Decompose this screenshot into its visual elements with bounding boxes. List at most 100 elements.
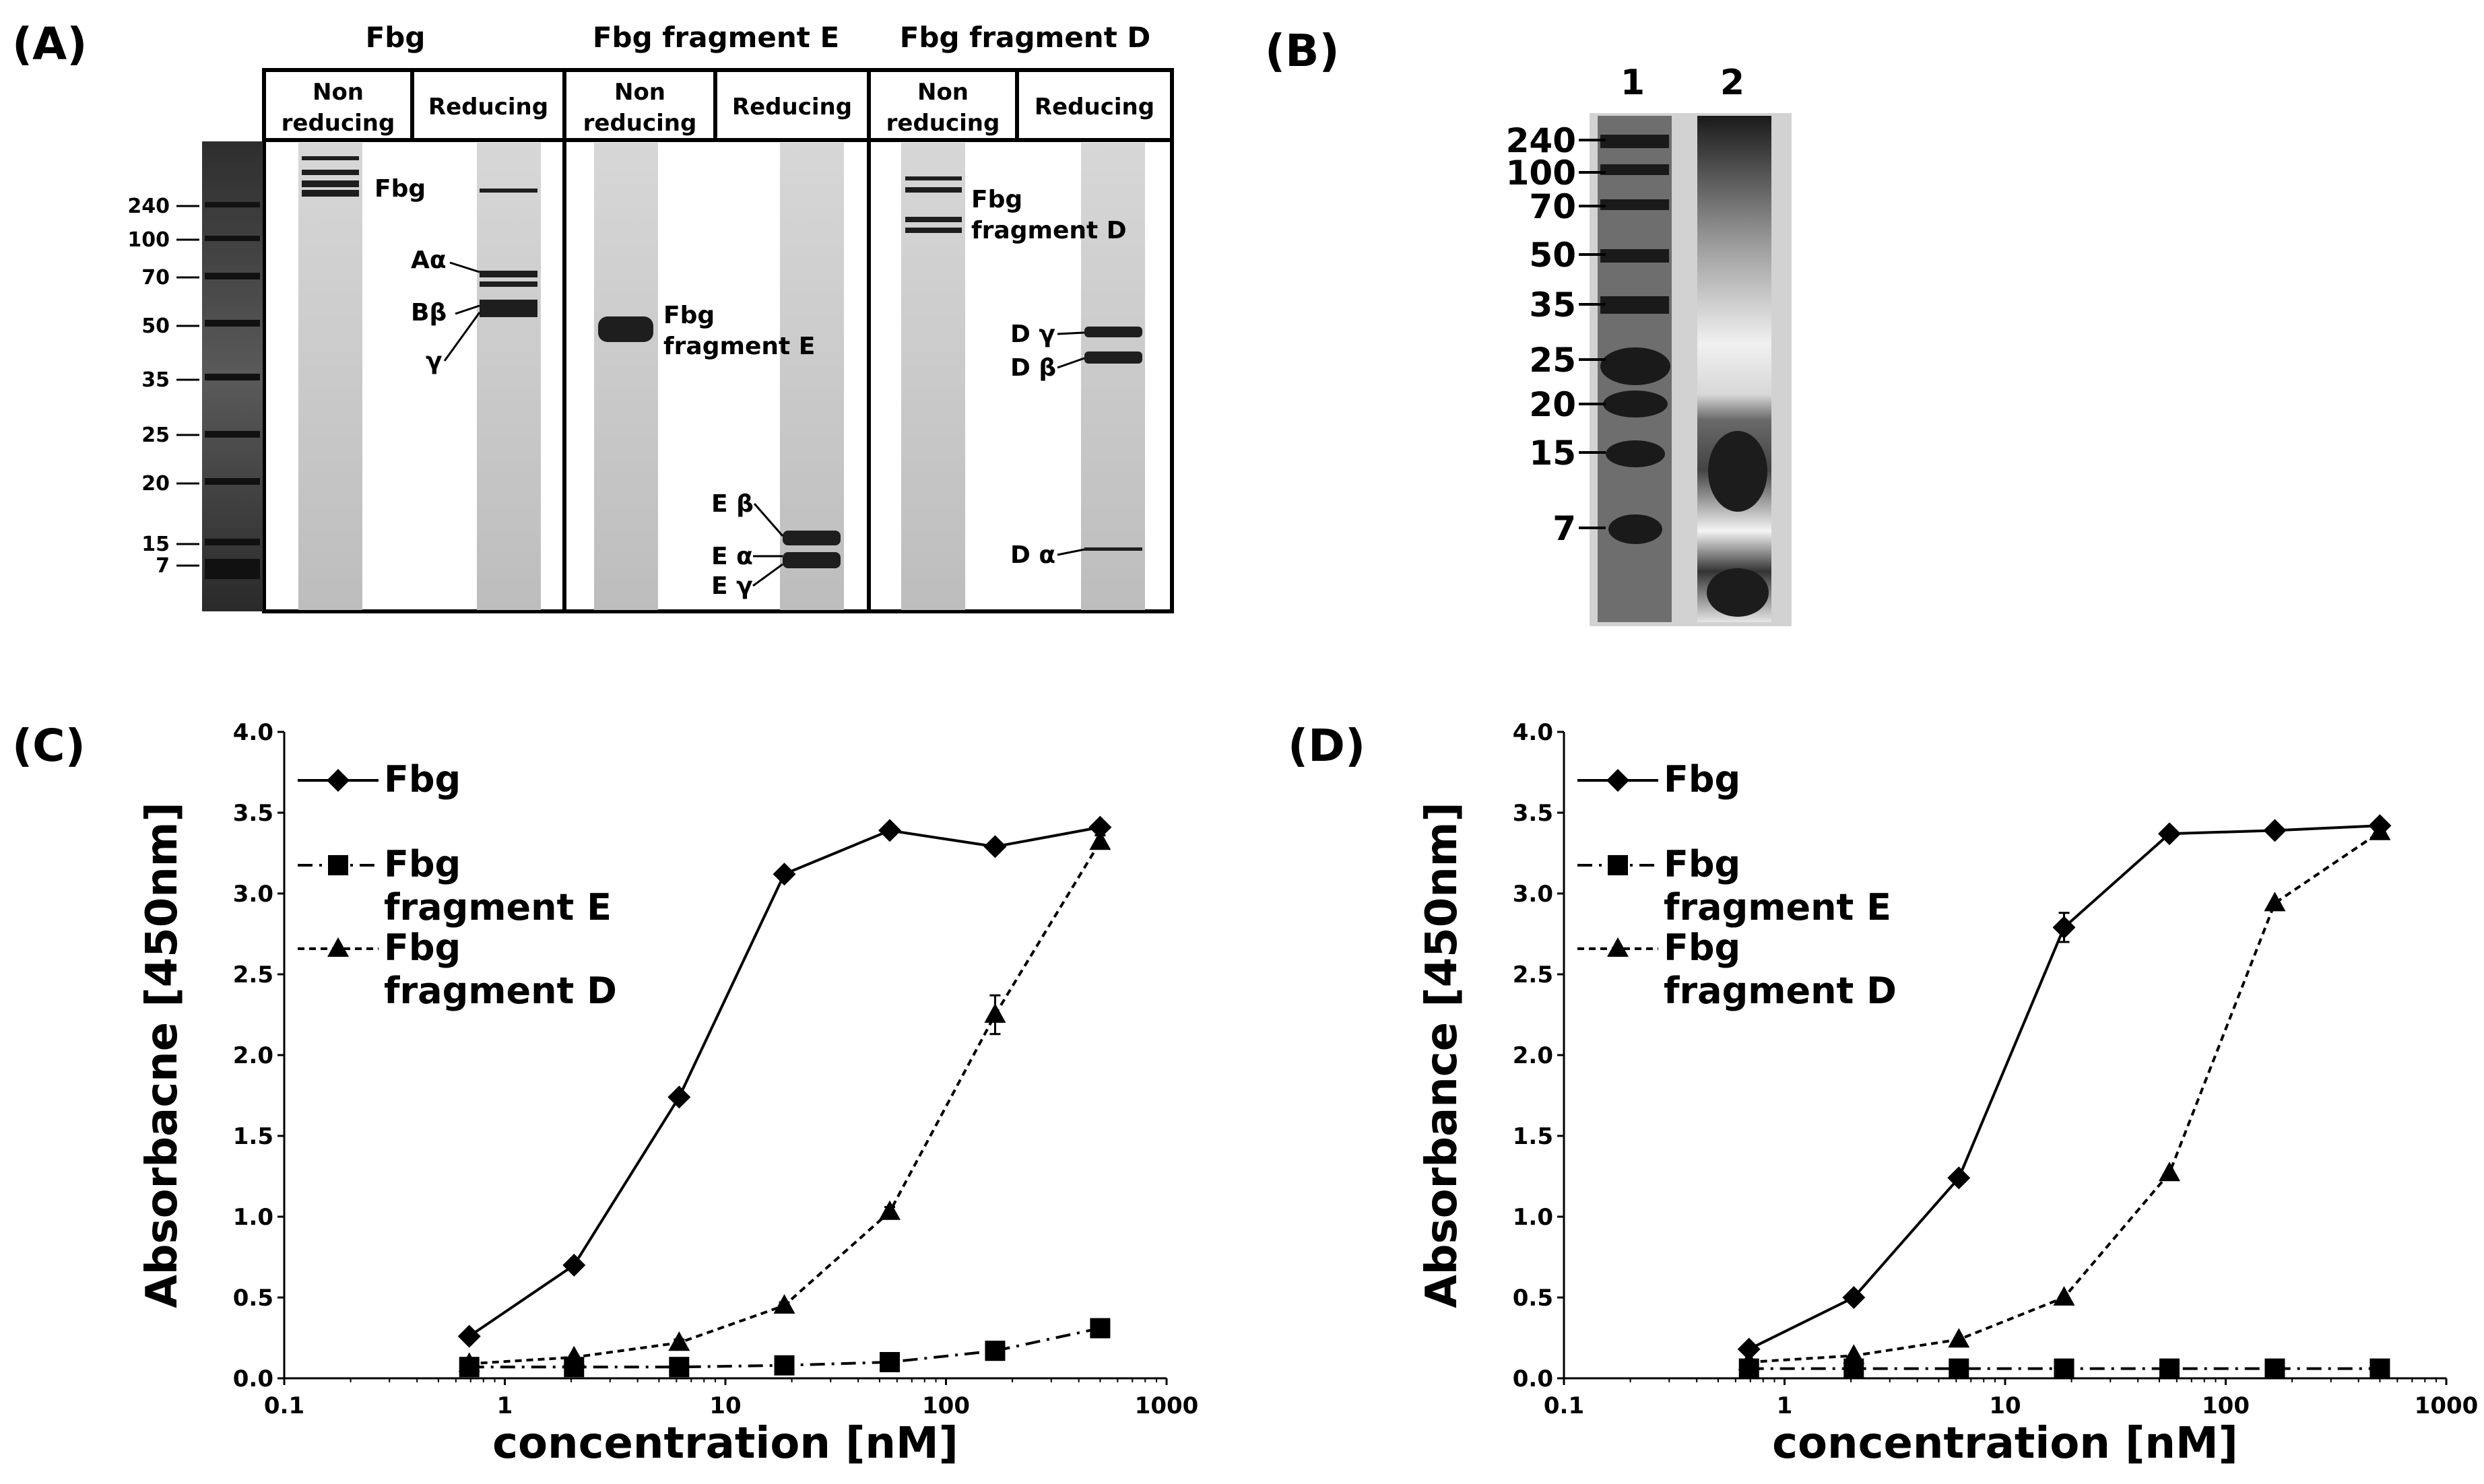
data-point-diamond (1737, 1337, 1761, 1361)
y-tick-label: 1.5 (1513, 1123, 1553, 1150)
data-point-square (2159, 1358, 2180, 1379)
legend-marker-square (1608, 855, 1628, 875)
ladder-b-marker-label: 15 (1529, 434, 1576, 473)
band-label-e-alpha: E α (711, 543, 753, 570)
data-point-square (774, 1355, 795, 1376)
band-label-e-gamma: E γ (711, 572, 753, 600)
data-point-triangle (1843, 1344, 1865, 1364)
data-point-triangle (984, 1003, 1006, 1023)
series-triangle (1738, 820, 2391, 1370)
gel-b-lane-1-bands (1600, 135, 1670, 544)
legend-marker-square (328, 855, 348, 875)
ladder-a-marker-label: 15 (141, 533, 170, 556)
col-header-reducing-frag-e: Reducing (732, 94, 852, 121)
legend-label: Fbg (1664, 758, 1740, 801)
data-point-triangle (879, 1200, 901, 1220)
col-header-nonreducing-fbg: Non reducing (282, 79, 395, 137)
band-label-a-alpha: Aα (411, 246, 447, 274)
y-axis-title: Absorbacne [450nm] (137, 802, 187, 1308)
band-leader-lines (443, 261, 1085, 587)
legend-label: fragment E (1664, 886, 1891, 929)
data-point-diamond (2263, 819, 2287, 842)
y-tick-label: 0.5 (1513, 1285, 1553, 1312)
col-header-reducing-frag-d: Reducing (1035, 94, 1154, 121)
ladder-a-marker-label: 70 (141, 266, 170, 290)
x-tick-label: 10 (709, 1392, 741, 1419)
ladder-bands (205, 202, 260, 579)
series-diamond (1737, 814, 2392, 1361)
data-point-triangle (2369, 820, 2391, 840)
x-tick-label: 100 (2202, 1392, 2250, 1419)
legend-label: Fbg (384, 758, 461, 801)
data-point-triangle (1089, 830, 1111, 850)
band-label-frag-d-2: fragment D (971, 217, 1127, 244)
gel-b-lane-2 (1697, 116, 1771, 622)
y-tick-label: 3.0 (1513, 881, 1553, 908)
legend-marker-triangle (327, 937, 349, 957)
data-point-triangle (668, 1331, 690, 1351)
lane-label-2: 2 (1720, 63, 1744, 103)
sample-lanes (298, 143, 1145, 610)
data-point-diamond (1088, 815, 1112, 839)
series-triangle (458, 830, 1111, 1372)
y-tick-label: 4.0 (233, 719, 273, 746)
data-point-triangle (2053, 1286, 2075, 1306)
data-point-square (1090, 1318, 1111, 1339)
data-point-square (1949, 1358, 1969, 1379)
band-label-fbg: Fbg (374, 175, 426, 203)
y-tick-label: 1.5 (233, 1123, 273, 1150)
legend-marker-diamond (327, 769, 350, 792)
data-point-triangle (2159, 1161, 2181, 1182)
x-tick-label: 1 (497, 1392, 513, 1419)
ladder-a-marker-label: 7 (156, 554, 170, 578)
data-point-triangle (458, 1352, 480, 1372)
col-header-nonreducing-frag-d: Non reducing (886, 79, 1000, 137)
band-label-d-alpha: D α (1010, 541, 1055, 569)
x-tick-label: 1 (1777, 1392, 1793, 1419)
x-tick-label: 0.1 (264, 1392, 304, 1419)
data-point-triangle (773, 1294, 795, 1314)
band-label-gamma: γ (426, 347, 443, 375)
data-point-diamond (2052, 916, 2076, 939)
data-point-diamond (878, 819, 902, 842)
col-header-nonreducing-frag-e: Non reducing (583, 79, 697, 137)
data-point-square (2054, 1358, 2074, 1379)
chart-d: (D) 0.0 0.5 1.0 1.5 2.0 2.5 3.0 3.5 4.0 0.1 1 10 100 1… (1288, 719, 2478, 1469)
y-tick-label: 3.5 (233, 800, 273, 827)
x-tick-label: 10 (1989, 1392, 2021, 1419)
column-header-grid (262, 68, 1174, 613)
y-tick-label: 0.5 (233, 1285, 273, 1312)
ladder-b-marker-label: 100 (1506, 154, 1576, 193)
x-tick-label: 100 (922, 1392, 970, 1419)
lane-label-1: 1 (1621, 63, 1645, 103)
y-tick-label: 2.0 (1513, 1042, 1553, 1069)
group-label-fragment-d: Fbg fragment D (900, 21, 1151, 54)
band-label-frag-e-1: Fbg (663, 302, 715, 329)
y-tick-label: 1.0 (233, 1204, 273, 1231)
data-point-diamond (1947, 1166, 1971, 1190)
panel-label: (D) (1288, 720, 1365, 772)
legend-marker-triangle (1607, 937, 1629, 957)
gel-b-lane-2-bands (1707, 431, 1769, 617)
ladder-a-marker-label: 240 (127, 195, 170, 218)
data-point-triangle (563, 1345, 585, 1365)
ladder-b-marker-label: 240 (1506, 121, 1576, 160)
ladder-a-marker-label: 100 (127, 228, 170, 252)
band-label-e-beta: E β (711, 490, 754, 518)
ladder-a-marker-label: 35 (141, 368, 170, 392)
y-tick-label: 0.0 (1513, 1365, 1553, 1392)
group-label-fbg: Fbg (366, 21, 426, 54)
series-square (459, 1318, 1111, 1378)
data-point-diamond (2158, 822, 2182, 846)
y-axis-title: Absorbance [450nm] (1417, 802, 1467, 1308)
y-tick-label: 4.0 (1513, 719, 1553, 746)
ladder-b-marker-label: 25 (1529, 341, 1576, 380)
panel-a-label: (A) (12, 18, 87, 70)
ladder-b-marker-label: 20 (1529, 385, 1576, 424)
data-point-triangle (1948, 1328, 1970, 1348)
y-tick-label: 2.0 (233, 1042, 273, 1069)
x-tick-label: 1000 (1135, 1392, 1199, 1419)
data-point-diamond (457, 1324, 481, 1348)
